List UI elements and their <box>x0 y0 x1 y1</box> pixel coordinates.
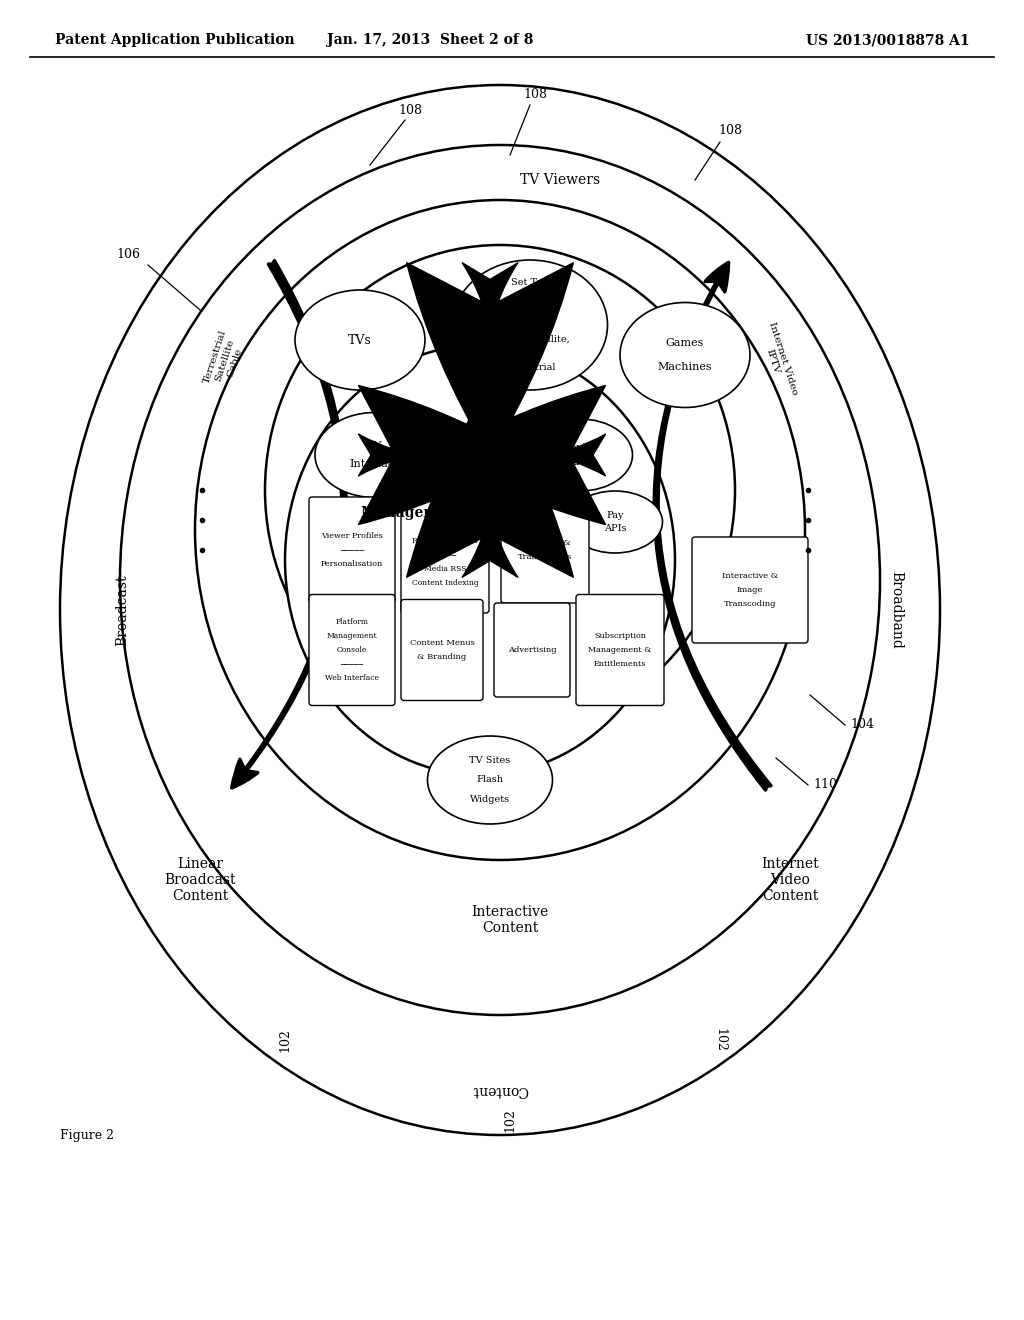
Text: Image: Image <box>737 586 763 594</box>
Text: Personalisation: Personalisation <box>321 560 383 568</box>
Ellipse shape <box>620 302 750 408</box>
Text: Jan. 17, 2013  Sheet 2 of 8: Jan. 17, 2013 Sheet 2 of 8 <box>327 33 534 48</box>
Ellipse shape <box>527 418 633 491</box>
Text: Subscription: Subscription <box>594 632 646 640</box>
FancyArrowPatch shape <box>654 263 771 791</box>
Ellipse shape <box>285 345 675 775</box>
Text: TV Sites: TV Sites <box>469 756 511 766</box>
Text: Boxes: Boxes <box>515 306 545 315</box>
Text: Figure 2: Figure 2 <box>60 1129 114 1142</box>
Text: TV Viewers: TV Viewers <box>520 173 600 187</box>
Text: Set Top: Set Top <box>511 277 549 286</box>
Text: Internet
Video
Content: Internet Video Content <box>761 857 819 903</box>
Text: Terrestrial
Satellite
Cable: Terrestrial Satellite Cable <box>202 329 248 391</box>
Ellipse shape <box>295 290 425 389</box>
FancyBboxPatch shape <box>575 594 664 705</box>
Text: Management &: Management & <box>589 645 651 653</box>
Text: APIs: APIs <box>604 524 627 533</box>
Text: 102: 102 <box>504 1107 516 1133</box>
Text: Patent Application Publication: Patent Application Publication <box>55 33 295 48</box>
Text: Recommendation: Recommendation <box>412 537 478 545</box>
Text: 106: 106 <box>116 248 140 261</box>
FancyBboxPatch shape <box>309 498 395 603</box>
Text: Games: Games <box>666 338 705 348</box>
Text: Flash: Flash <box>476 776 504 784</box>
FancyBboxPatch shape <box>401 498 489 612</box>
Text: Media Display: Media Display <box>385 484 496 499</box>
Text: Machines: Machines <box>657 362 713 371</box>
Text: 104: 104 <box>850 718 874 731</box>
Text: Interface: Interface <box>349 459 400 470</box>
Text: Management: Management <box>327 632 377 640</box>
Text: Pay: Pay <box>606 511 624 520</box>
Ellipse shape <box>567 491 663 553</box>
Text: Device: Device <box>562 442 598 451</box>
Text: 102: 102 <box>714 1028 726 1052</box>
Text: Broadband: Broadband <box>889 572 903 649</box>
Text: Interactive &: Interactive & <box>722 572 778 579</box>
Text: Console: Console <box>337 645 368 653</box>
Text: 110: 110 <box>813 779 837 792</box>
Text: ─────: ───── <box>433 550 457 558</box>
Text: US 2013/0018878 A1: US 2013/0018878 A1 <box>806 33 970 48</box>
Text: Platform: Platform <box>336 618 369 626</box>
Text: Payments &: Payments & <box>519 539 570 546</box>
Text: Broadcast: Broadcast <box>115 574 129 645</box>
Text: Viewer Profiles: Viewer Profiles <box>322 532 383 540</box>
Text: Internet Video
IPTV: Internet Video IPTV <box>757 321 799 399</box>
Text: TVs: TVs <box>348 334 372 346</box>
Text: 108: 108 <box>718 124 742 136</box>
Text: Management Server: Management Server <box>361 506 519 520</box>
Text: 108: 108 <box>523 88 547 102</box>
Text: 102: 102 <box>279 1028 292 1052</box>
Text: Linear
Broadcast
Content: Linear Broadcast Content <box>164 857 236 903</box>
Text: Terrestrial: Terrestrial <box>504 363 556 372</box>
Text: Content Indexing: Content Indexing <box>412 579 478 587</box>
FancyArrowPatch shape <box>231 260 346 788</box>
Text: Widgets: Widgets <box>470 795 510 804</box>
Text: Cable, Satellite,: Cable, Satellite, <box>490 335 569 343</box>
Text: Web Interface: Web Interface <box>325 675 379 682</box>
Text: Content: Content <box>472 1082 528 1097</box>
Text: ─────: ───── <box>340 546 365 554</box>
FancyBboxPatch shape <box>501 498 589 603</box>
Text: Search &: Search & <box>427 523 463 531</box>
FancyBboxPatch shape <box>309 594 395 705</box>
FancyBboxPatch shape <box>692 537 808 643</box>
Text: Content Menus: Content Menus <box>410 639 474 647</box>
Text: APIs: APIs <box>568 458 592 467</box>
Text: & Branding: & Branding <box>418 653 467 661</box>
Ellipse shape <box>315 412 435 498</box>
Text: 108: 108 <box>398 103 422 116</box>
Text: Media RSS: Media RSS <box>424 565 466 573</box>
Ellipse shape <box>427 737 553 824</box>
Text: Entitlements: Entitlements <box>594 660 646 668</box>
Text: Transactions: Transactions <box>518 553 572 561</box>
Text: Transcoding: Transcoding <box>724 601 776 609</box>
Text: Advertising: Advertising <box>508 645 556 653</box>
Ellipse shape <box>453 260 607 389</box>
Text: Interactive
Content: Interactive Content <box>471 906 549 935</box>
Text: ─────: ───── <box>340 660 364 668</box>
Text: TV: TV <box>368 441 383 450</box>
FancyBboxPatch shape <box>494 603 570 697</box>
FancyBboxPatch shape <box>401 599 483 701</box>
